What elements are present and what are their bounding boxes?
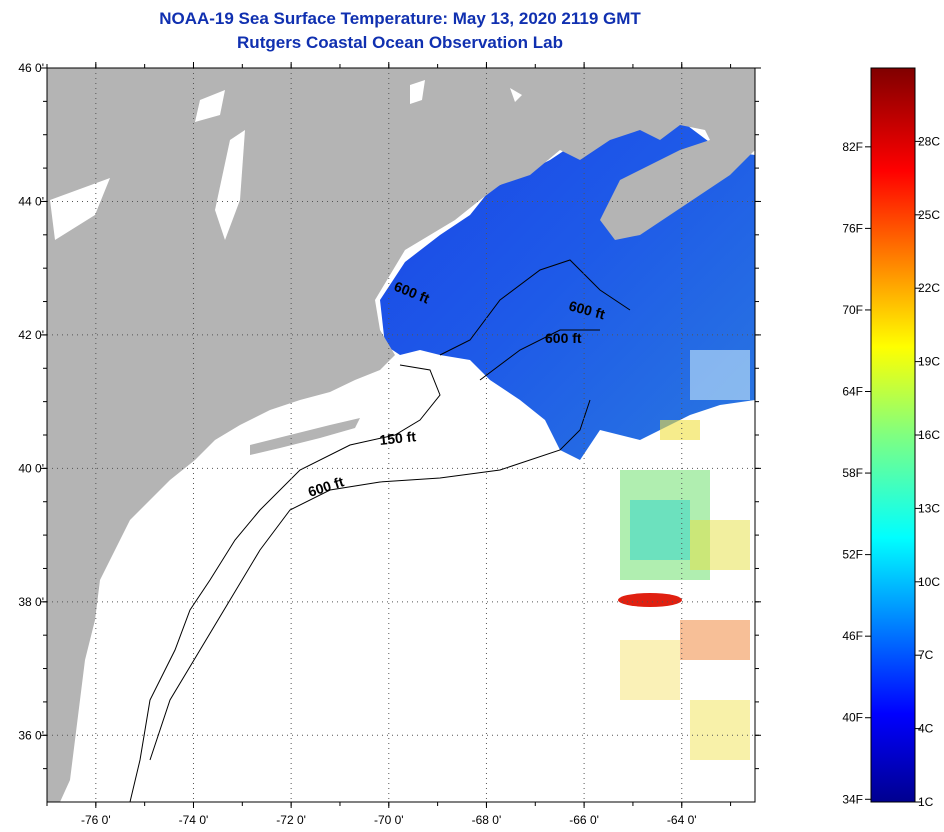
lat-label: 36 0' xyxy=(18,728,44,742)
celsius-label: 10C xyxy=(918,575,940,589)
fahrenheit-label: 70F xyxy=(842,303,863,317)
lat-label: 38 0' xyxy=(18,595,44,609)
lon-label: -74 0' xyxy=(179,813,209,827)
lat-label: 46 0' xyxy=(18,61,44,75)
land-nova-scotia xyxy=(600,135,755,240)
land-long-island xyxy=(250,418,360,455)
fahrenheit-label: 52F xyxy=(842,548,863,562)
fahrenheit-label: 34F xyxy=(842,792,863,806)
fahrenheit-label: 46F xyxy=(842,629,863,643)
fahrenheit-label: 40F xyxy=(842,711,863,725)
celsius-scale: 28C 25C 22C 19C 16C 13C 10C 7C 4C 1C xyxy=(915,134,940,809)
map-title: NOAA-19 Sea Surface Temperature: May 13,… xyxy=(159,9,641,28)
lat-label: 40 0' xyxy=(18,461,44,475)
lon-label: -64 0' xyxy=(667,813,697,827)
latitude-labels: 46 0' 44 0' 42 0' 40 0' 38 0' 36 0' xyxy=(18,61,44,742)
celsius-label: 7C xyxy=(918,648,934,662)
lat-lon-grid xyxy=(47,68,755,802)
colorbar-gradient xyxy=(870,67,916,803)
fahrenheit-label: 82F xyxy=(842,140,863,154)
celsius-label: 4C xyxy=(918,722,934,736)
fahrenheit-label: 58F xyxy=(842,466,863,480)
longitude-labels: -76 0' -74 0' -72 0' -70 0' -68 0' -66 0' -64 … xyxy=(81,813,697,827)
land-mainland xyxy=(47,68,755,802)
celsius-label: 16C xyxy=(918,428,940,442)
axis-ticks xyxy=(41,62,761,808)
lon-label: -76 0' xyxy=(81,813,111,827)
celsius-label: 1C xyxy=(918,795,934,809)
lon-label: -70 0' xyxy=(374,813,404,827)
inland-water xyxy=(50,80,522,240)
fahrenheit-label: 64F xyxy=(842,385,863,399)
lat-label: 44 0' xyxy=(18,194,44,208)
map-subtitle: Rutgers Coastal Ocean Observation Lab xyxy=(237,33,563,52)
warm-water-pixels xyxy=(618,350,750,760)
celsius-label: 19C xyxy=(918,355,940,369)
fahrenheit-scale: 82F 76F 70F 64F 58F 52F 46F 40F 34F xyxy=(842,140,871,806)
fahrenheit-label: 76F xyxy=(842,221,863,235)
lat-label: 42 0' xyxy=(18,328,44,342)
lon-label: -72 0' xyxy=(276,813,306,827)
celsius-label: 22C xyxy=(918,281,940,295)
contour-label-600-c: 600 ft xyxy=(545,330,582,346)
celsius-label: 28C xyxy=(918,134,940,148)
depth-contours xyxy=(129,259,631,802)
lon-label: -66 0' xyxy=(569,813,599,827)
celsius-label: 13C xyxy=(918,501,940,515)
contour-label-150: 150 ft xyxy=(379,428,417,448)
celsius-label: 25C xyxy=(918,208,940,222)
lon-label: -68 0' xyxy=(472,813,502,827)
